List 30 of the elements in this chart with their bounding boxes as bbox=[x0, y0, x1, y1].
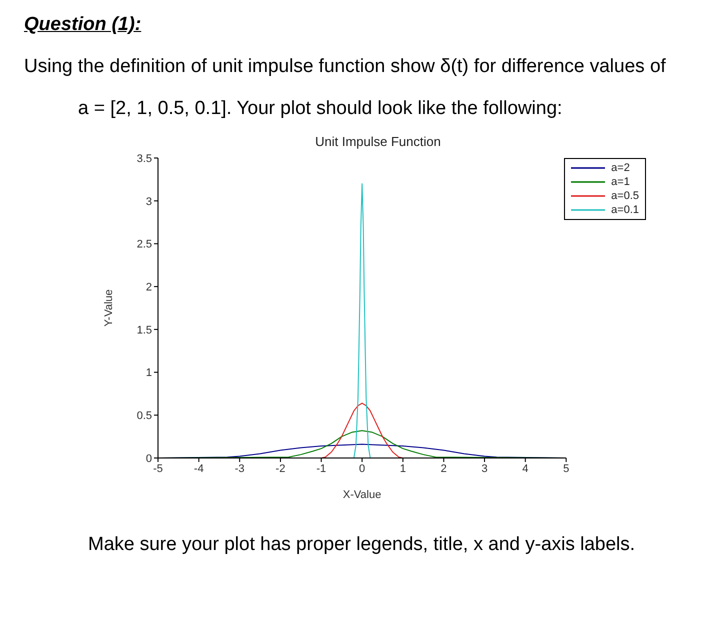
x-tick-label: -5 bbox=[153, 462, 163, 475]
text: Question (1): bbox=[24, 14, 142, 36]
x-tick-label: 4 bbox=[522, 462, 528, 475]
x-tick-label: 0 bbox=[359, 462, 366, 475]
legend-label: a=0.5 bbox=[611, 189, 639, 203]
x-tick-label: -1 bbox=[316, 462, 326, 475]
legend-label: a=1 bbox=[611, 175, 630, 189]
text: a = [2, 1, 0.5, 0.1]. Your plot should look like the following: bbox=[78, 98, 564, 120]
y-tick-label: 1.5 bbox=[136, 324, 152, 336]
y-tick-label: 1 bbox=[146, 367, 152, 380]
x-tick-label: -4 bbox=[194, 462, 204, 475]
text: Make sure your plot has proper legends, title, x and y-axis labels. bbox=[88, 534, 636, 556]
x-tick-label: 2 bbox=[440, 462, 447, 475]
x-axis-title: X-Value bbox=[342, 489, 382, 501]
y-tick-label: 3.5 bbox=[136, 152, 152, 165]
y-tick-label: 0 bbox=[146, 452, 152, 465]
chart-title: Unit Impulse Function bbox=[315, 134, 441, 149]
x-tick-label: -3 bbox=[234, 462, 245, 475]
x-tick-label: -2 bbox=[276, 462, 286, 475]
x-tick-label: 1 bbox=[400, 462, 406, 475]
y-tick-label: 0.5 bbox=[136, 410, 152, 422]
text: Using the definition of unit impulse function show δ(t) for difference values of bbox=[24, 56, 667, 78]
legend-label: a=2 bbox=[611, 161, 630, 175]
y-axis-title: Y-Value bbox=[102, 289, 115, 327]
y-tick-label: 3 bbox=[146, 196, 152, 208]
x-tick-label: 5 bbox=[563, 462, 570, 475]
x-tick-label: 3 bbox=[481, 462, 488, 475]
y-tick-label: 2.5 bbox=[136, 238, 152, 251]
y-tick-label: 2 bbox=[146, 281, 152, 294]
legend-label: a=0.1 bbox=[611, 203, 639, 217]
